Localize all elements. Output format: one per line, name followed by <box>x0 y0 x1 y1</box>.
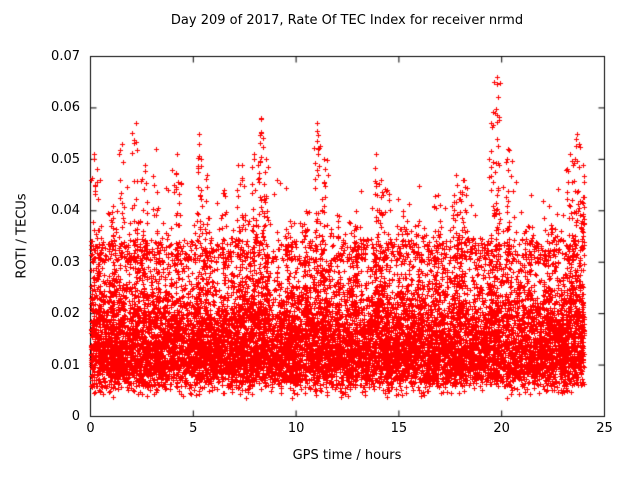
x-tick-label: 20 <box>493 421 510 436</box>
y-tick-label: 0.04 <box>51 203 80 219</box>
y-tick-label: 0.05 <box>51 151 80 167</box>
x-tick-label: 10 <box>287 421 305 436</box>
y-tick-label: 0.07 <box>51 49 80 64</box>
y-tick-label: 0.06 <box>51 100 80 116</box>
y-tick-label: 0.02 <box>51 306 80 322</box>
x-tick-label: 25 <box>596 421 613 436</box>
chart-title: Day 209 of 2017, Rate Of TEC Index for r… <box>170 13 524 28</box>
x-tick-label: 0 <box>86 421 95 436</box>
x-axis-label: GPS time / hours <box>292 448 402 463</box>
x-tick-label: 15 <box>390 421 408 436</box>
x-tick-label: 5 <box>189 421 198 436</box>
y-tick-label: 0.01 <box>51 357 80 373</box>
y-tick-label: 0 <box>71 409 80 424</box>
y-tick-label: 0.03 <box>51 254 80 270</box>
